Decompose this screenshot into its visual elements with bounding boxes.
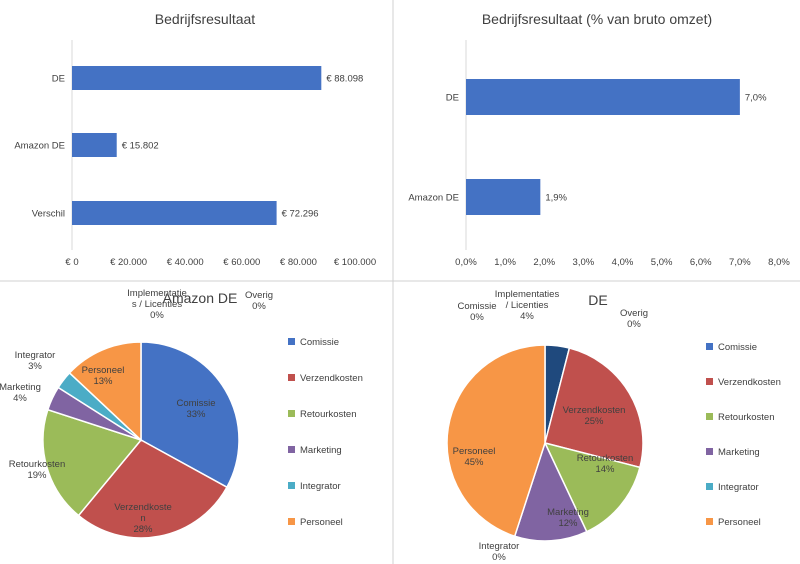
pie-chart-amazon-de: Amazon DE Comissie 33% Verzendkoste n 28% Reto… <box>0 288 363 539</box>
slice-label: Implementatie s / Licenties 0% <box>127 288 187 321</box>
legend-label: Comissie <box>300 337 339 348</box>
legend-swatch <box>706 343 713 350</box>
slice-label: Marketing 4% <box>0 382 41 404</box>
legend-swatch <box>288 410 295 417</box>
slice-label: Implementaties / Licenties 4% <box>495 289 560 322</box>
slice-label: Overig 0% <box>620 308 648 330</box>
x-tick-label: 7,0% <box>729 257 751 268</box>
pie-slice <box>544 347 644 469</box>
pie-slice <box>543 441 641 533</box>
x-tick-label: € 80.000 <box>280 257 317 268</box>
slice-label: Integrator 0% <box>479 541 520 563</box>
legend-label: Verzendkosten <box>718 377 781 388</box>
legend-swatch <box>288 482 295 489</box>
x-tick-label: € 0 <box>65 257 78 268</box>
legend-swatch <box>706 448 713 455</box>
category-label: DE <box>52 74 65 85</box>
legend-swatch <box>706 483 713 490</box>
legend-swatch <box>706 378 713 385</box>
slice-label: Marketing 12% <box>547 507 589 529</box>
pie-slice <box>513 440 588 542</box>
x-tick-label: 5,0% <box>651 257 673 268</box>
legend-label: Marketing <box>718 447 760 458</box>
pie-slice <box>446 344 546 538</box>
legend-label: Integrator <box>300 481 341 492</box>
pie-slice <box>77 439 228 539</box>
bar <box>72 201 277 225</box>
legend-swatch <box>706 518 713 525</box>
bar-chart-bedrijfsresultaat: Bedrijfsresultaat € 0 € 20.000 € 40.000 € 6… <box>14 11 376 268</box>
x-tick-label: 0,0% <box>455 257 477 268</box>
slice-label: Retourkosten 14% <box>577 453 634 475</box>
slice-label: Overig 0% <box>245 290 273 312</box>
slice-label: Verzendkoste n 28% <box>114 502 172 535</box>
category-label: DE <box>446 93 459 104</box>
legend-label: Marketing <box>300 445 342 456</box>
legend-label: Verzendkosten <box>300 373 363 384</box>
legend-swatch <box>288 374 295 381</box>
x-tick-label: 8,0% <box>768 257 790 268</box>
legend-label: Personeel <box>718 517 761 528</box>
x-tick-label: 2,0% <box>533 257 555 268</box>
slice-label: Verzendkosten 25% <box>563 405 626 427</box>
x-tick-label: 3,0% <box>573 257 595 268</box>
legend-label: Integrator <box>718 482 759 493</box>
category-label: Amazon DE <box>408 193 459 204</box>
slice-label: Comissie 0% <box>457 301 496 323</box>
legend-label: Retourkosten <box>300 409 357 420</box>
bar <box>72 66 322 90</box>
legend-label: Personeel <box>300 517 343 528</box>
bar-chart-bedrijfsresultaat-pct: Bedrijfsresultaat (% van bruto omzet) 0,… <box>408 11 790 268</box>
legend-swatch <box>288 518 295 525</box>
slice-label: Retourkosten 19% <box>9 459 66 481</box>
pie-slice <box>68 341 142 442</box>
slice-label: Personeel 13% <box>82 365 125 387</box>
pie-slice <box>42 408 143 517</box>
category-label: Amazon DE <box>14 141 65 152</box>
data-label: 7,0% <box>745 93 767 104</box>
x-tick-label: € 60.000 <box>223 257 260 268</box>
slice-label: Integrator 3% <box>15 350 56 372</box>
x-tick-label: € 40.000 <box>167 257 204 268</box>
data-label: € 15.802 <box>122 141 159 152</box>
bar <box>466 179 541 215</box>
slice-label: Comissie 33% <box>176 398 215 420</box>
legend-swatch <box>288 338 295 345</box>
x-tick-label: 6,0% <box>690 257 712 268</box>
legend-swatch <box>706 413 713 420</box>
category-label: Verschil <box>32 209 65 220</box>
legend-label: Retourkosten <box>718 412 775 423</box>
chart-title: DE <box>588 292 607 308</box>
bar <box>72 133 117 157</box>
x-tick-label: 4,0% <box>612 257 634 268</box>
legend-label: Comissie <box>718 342 757 353</box>
data-label: 1,9% <box>545 193 567 204</box>
data-label: € 88.098 <box>326 74 363 85</box>
bar <box>466 79 740 115</box>
x-tick-label: 1,0% <box>494 257 516 268</box>
chart-title: Bedrijfsresultaat (% van bruto omzet) <box>482 11 712 27</box>
chart-title: Amazon DE <box>163 290 238 306</box>
x-tick-label: € 100.000 <box>334 257 376 268</box>
chart-title: Bedrijfsresultaat <box>155 11 255 27</box>
pie-slice <box>140 341 240 489</box>
slice-label: Personeel 45% <box>453 446 496 468</box>
x-tick-label: € 20.000 <box>110 257 147 268</box>
legend-swatch <box>288 446 295 453</box>
data-label: € 72.296 <box>282 209 319 220</box>
pie-chart-de: DE Comissie 0%Implementaties / Licenties 4% O… <box>446 289 781 563</box>
